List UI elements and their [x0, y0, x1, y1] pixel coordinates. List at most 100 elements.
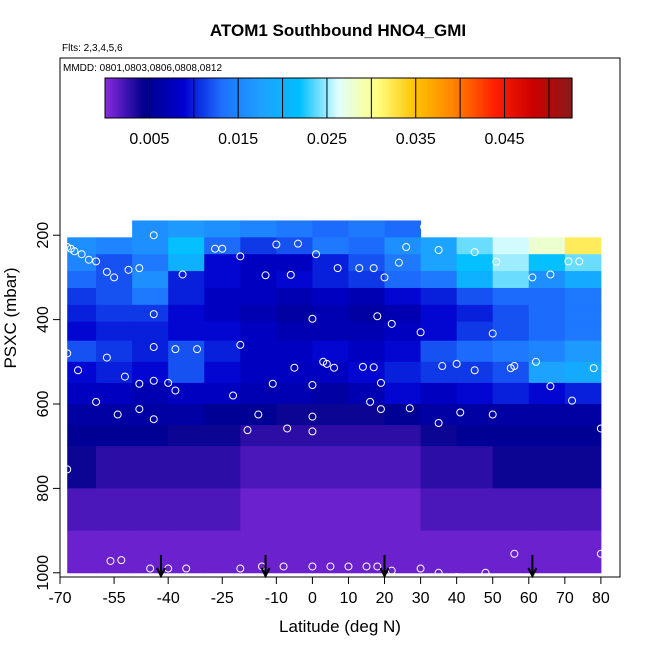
heatmap-cell — [492, 271, 530, 289]
flight-point — [369, 264, 378, 273]
colorbar-swatch — [343, 78, 347, 118]
colorbar-swatch — [553, 78, 557, 118]
colorbar-swatch — [338, 78, 342, 118]
heatmap-cell — [384, 382, 422, 405]
flight-point — [481, 568, 490, 577]
colorbar-swatch — [149, 78, 153, 118]
colorbar-swatch — [240, 78, 244, 118]
colorbar-swatch — [347, 78, 351, 118]
flight-point — [149, 310, 158, 319]
heatmap-cell — [528, 530, 566, 574]
colorbar-swatch — [434, 78, 438, 118]
heatmap-cell — [312, 488, 349, 532]
y-tick-label: 800 — [35, 475, 52, 502]
heatmap-cell — [528, 254, 566, 272]
colorbar-swatch — [548, 78, 552, 118]
x-tick-label: -70 — [48, 590, 71, 607]
heatmap-cell — [456, 361, 494, 384]
heatmap-cell — [456, 340, 494, 363]
flight-point — [178, 270, 187, 279]
colorbar-swatch — [534, 78, 538, 118]
flight-point — [416, 328, 425, 337]
colorbar-swatch — [135, 78, 139, 118]
heatmap-cell — [240, 488, 277, 532]
flight-point — [376, 405, 385, 414]
x-tick-label: 40 — [448, 590, 466, 607]
colorbar-swatch — [282, 78, 286, 118]
flight-point — [106, 556, 115, 565]
heatmap-cell — [240, 404, 277, 426]
colorbar-swatch — [329, 78, 333, 118]
colorbar-swatch — [226, 78, 230, 118]
colorbar-swatch — [119, 78, 122, 118]
colorbar-swatch — [399, 78, 403, 118]
flight-point — [149, 376, 158, 385]
heatmap-cell — [312, 361, 349, 384]
heatmap-cell — [96, 287, 133, 306]
heatmap-cell — [348, 220, 386, 238]
flight-point — [366, 397, 375, 406]
flight-point — [380, 273, 389, 282]
colorbar-swatch — [128, 78, 132, 118]
flight-point — [135, 379, 144, 388]
heatmap-cell — [492, 425, 530, 447]
heatmap-cell — [564, 530, 602, 574]
colorbar-swatch — [340, 78, 344, 118]
colorbar-swatch — [109, 78, 113, 118]
colorbar-swatch — [130, 78, 134, 118]
colorbar-swatch — [165, 78, 169, 118]
colorbar-swatch — [186, 78, 190, 118]
flight-point — [92, 257, 101, 266]
heatmap-cell — [276, 382, 313, 405]
flight-point — [110, 273, 119, 282]
colorbar-swatch — [382, 78, 386, 118]
heatmap-cell — [312, 404, 349, 426]
flight-point — [420, 222, 429, 231]
colorbar-swatch — [191, 78, 195, 118]
heatmap-cell — [528, 361, 566, 384]
heatmap-cell — [456, 446, 494, 489]
colorbar-swatch — [263, 78, 267, 118]
heatmap-cell — [384, 488, 422, 532]
colorbar-swatch — [359, 78, 363, 118]
flight-point — [236, 252, 245, 261]
flight-point — [193, 345, 202, 354]
colorbar-swatch — [233, 78, 237, 118]
x-tick-label: 60 — [520, 590, 538, 607]
colorbar-swatch — [224, 78, 228, 118]
heatmap-cell — [168, 382, 205, 405]
heatmap-cell — [240, 304, 277, 323]
colorbar-swatch — [261, 78, 265, 118]
colorbar-swatch — [324, 78, 328, 118]
annotation: MMDD: 0801,0803,0806,0808,0812 — [63, 63, 222, 74]
heatmap-cell — [168, 287, 205, 306]
heatmap-cell — [312, 340, 349, 363]
heatmap-cell — [168, 488, 205, 532]
flight-point — [326, 562, 335, 571]
flight-point — [70, 247, 79, 256]
colorbar-swatch — [210, 78, 214, 118]
heatmap-cell — [240, 425, 277, 447]
flight-point — [135, 405, 144, 414]
y-tick-label: 1000 — [35, 555, 52, 591]
heatmap-cell — [384, 321, 422, 342]
flight-point — [492, 257, 501, 266]
heatmap-cell — [67, 254, 97, 272]
heatmap-cell — [348, 530, 386, 574]
colorbar-swatch — [319, 78, 323, 118]
colorbar-swatch — [133, 78, 136, 118]
x-tick-label: -55 — [103, 590, 126, 607]
heatmap-cell — [96, 446, 133, 489]
colorbar-swatch — [457, 78, 461, 118]
arrow — [379, 555, 390, 579]
heatmap-cell — [492, 340, 530, 363]
heatmap-cell — [67, 446, 97, 489]
arrow-head — [379, 567, 390, 579]
colorbar-swatch — [242, 78, 246, 118]
flight-point — [322, 359, 331, 368]
colorbar-swatch — [375, 78, 379, 118]
flight-point — [394, 258, 403, 267]
heatmap-cell — [96, 361, 133, 384]
x-tick-label: 10 — [340, 590, 358, 607]
colorbar-swatch — [492, 78, 496, 118]
